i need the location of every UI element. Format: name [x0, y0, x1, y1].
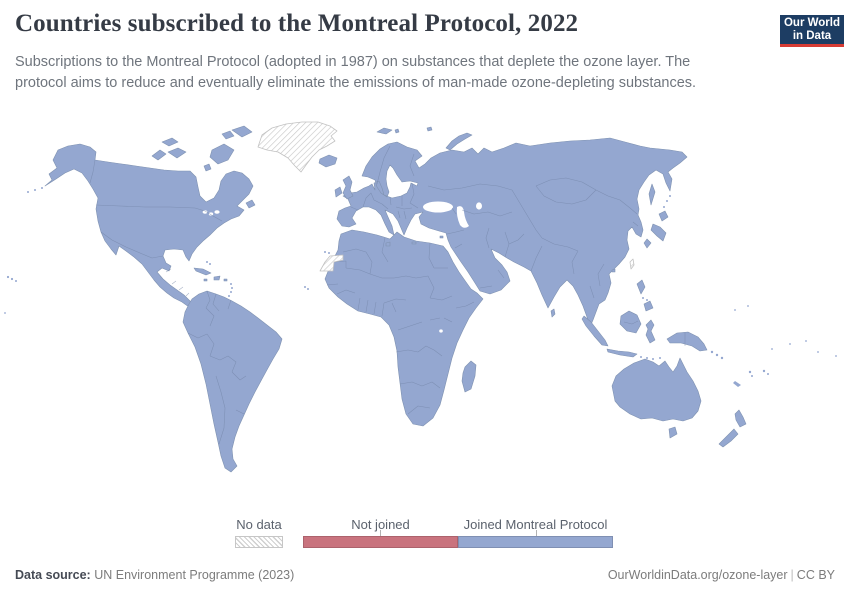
- legend-tick-not-joined: [380, 530, 381, 536]
- region-maritime-southeast-asia[interactable]: [581, 279, 708, 358]
- region-eurasia[interactable]: [336, 137, 688, 328]
- legend-label-not-joined: Not joined: [351, 517, 410, 532]
- region-small-islands[interactable]: [385, 235, 616, 318]
- country-borders: [89, 145, 686, 445]
- region-british-isles[interactable]: [334, 175, 354, 200]
- legend-swatch-no-data[interactable]: [235, 536, 283, 548]
- data-source-line: Data source: UN Environment Programme (2…: [15, 568, 294, 582]
- region-arctic-islands[interactable]: [151, 125, 256, 209]
- region-south-america[interactable]: [182, 290, 283, 473]
- footer: Data source: UN Environment Programme (2…: [15, 568, 835, 582]
- legend-swatch-joined[interactable]: [458, 536, 613, 548]
- region-taiwan-no-data[interactable]: [629, 258, 635, 270]
- region-north-america[interactable]: [44, 143, 254, 308]
- owid-url-link[interactable]: OurWorldinData.org/ozone-layer: [607, 568, 788, 582]
- region-greenland-no-data[interactable]: [257, 121, 338, 173]
- region-japan[interactable]: [643, 183, 669, 249]
- footer-separator: |: [790, 568, 794, 582]
- region-eurasian-arctic-islands[interactable]: [376, 126, 473, 151]
- owid-logo-line2: in Data: [792, 29, 832, 42]
- joined-countries-layer[interactable]: [4, 125, 837, 473]
- region-new-zealand[interactable]: [718, 409, 747, 448]
- data-source-label: Data source:: [15, 568, 91, 582]
- region-madagascar[interactable]: [461, 360, 477, 393]
- chart-subtitle: Subscriptions to the Montreal Protocol (…: [15, 54, 697, 92]
- inland-seas: [202, 201, 482, 333]
- page-title: Countries subscribed to the Montreal Pro…: [15, 10, 579, 37]
- owid-logo-line1: Our World: [783, 16, 840, 29]
- no-data-layer[interactable]: [257, 121, 635, 272]
- region-australia[interactable]: [611, 357, 702, 439]
- owid-logo[interactable]: Our World in Data: [780, 15, 844, 47]
- legend-tick-joined: [536, 530, 537, 536]
- region-iceland[interactable]: [318, 154, 338, 168]
- region-caribbean[interactable]: [193, 267, 228, 282]
- data-source-value: UN Environment Programme (2023): [94, 568, 295, 582]
- license-link[interactable]: CC BY: [796, 568, 835, 582]
- region-western-sahara-no-data[interactable]: [319, 254, 344, 272]
- legend-swatch-not-joined[interactable]: [303, 536, 458, 548]
- legend-label-no-data: No data: [236, 517, 282, 532]
- legend-label-joined: Joined Montreal Protocol: [463, 517, 608, 532]
- island-dots[interactable]: [4, 187, 837, 387]
- footer-right: OurWorldinData.org/ozone-layer | CC BY: [608, 568, 835, 582]
